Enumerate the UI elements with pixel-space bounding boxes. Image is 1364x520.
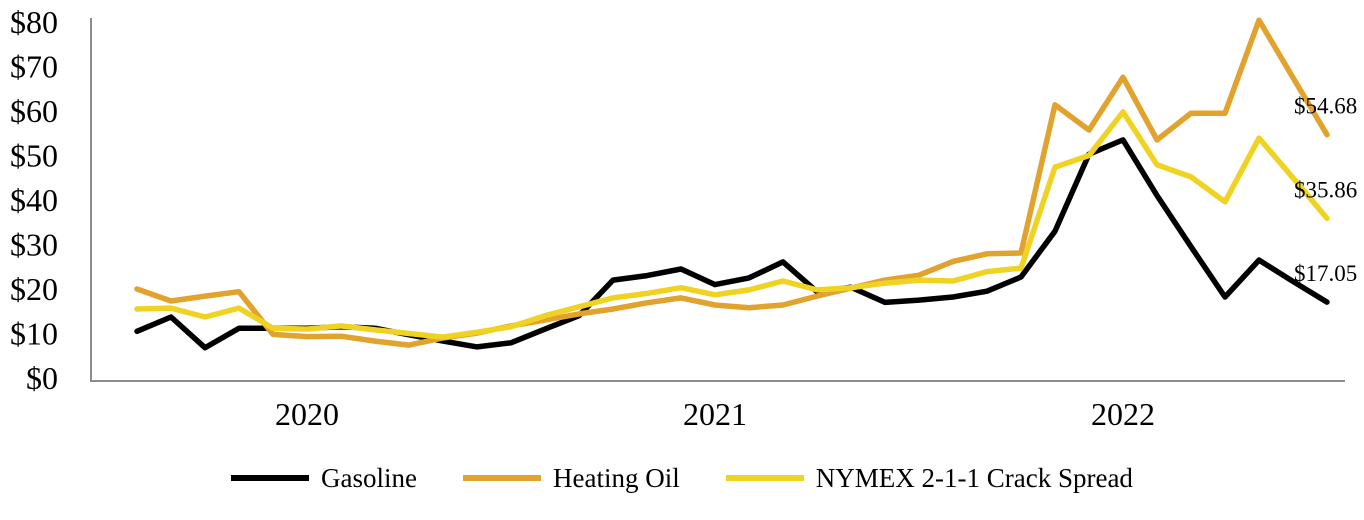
x-year-label-2020: 2020 <box>275 396 339 432</box>
series-line-gasoline <box>134 137 1330 351</box>
y-tick-label-30: $30 <box>10 227 58 263</box>
y-tick-label-70: $70 <box>10 49 58 85</box>
series-end-label-nymex-2-1-1-crack-spread: $35.86 <box>1294 177 1357 202</box>
series-line-heating-oil <box>134 17 1330 348</box>
legend-swatch-gasoline <box>231 475 310 481</box>
y-tick-label-60: $60 <box>10 93 58 129</box>
y-tick-label-80: $80 <box>10 4 58 40</box>
x-year-label-2021: 2021 <box>683 396 747 432</box>
y-tick-label-0: $0 <box>26 360 58 396</box>
legend-swatch-nymex-crack-spread <box>725 475 804 481</box>
y-tick-label-50: $50 <box>10 138 58 174</box>
legend-swatch-heating-oil <box>463 475 542 481</box>
legend-item-nymex-crack-spread: NYMEX 2-1-1 Crack Spread <box>725 462 1133 493</box>
legend-item-gasoline: Gasoline <box>231 462 418 493</box>
legend-label-nymex-crack-spread: NYMEX 2-1-1 Crack Spread <box>815 462 1133 493</box>
y-tick-label-10: $10 <box>10 316 58 352</box>
series-end-label-heating-oil: $54.68 <box>1294 94 1357 119</box>
x-year-label-2022: 2022 <box>1091 396 1155 432</box>
chart-legend: Gasoline Heating Oil NYMEX 2-1-1 Crack S… <box>0 458 1364 498</box>
series-end-label-gasoline: $17.05 <box>1294 261 1357 286</box>
series-line-nymex-2-1-1-crack-spread <box>134 109 1330 340</box>
y-tick-label-40: $40 <box>10 182 58 218</box>
legend-label-heating-oil: Heating Oil <box>553 462 680 493</box>
crack-spread-line-chart: $0 $10 $20 $30 $40 $50 $60 $70 $80 2020 2021 2022 $1… <box>10 4 1357 432</box>
legend-label-gasoline: Gasoline <box>321 462 418 493</box>
y-tick-label-20: $20 <box>10 271 58 307</box>
legend-item-heating-oil: Heating Oil <box>463 462 680 493</box>
